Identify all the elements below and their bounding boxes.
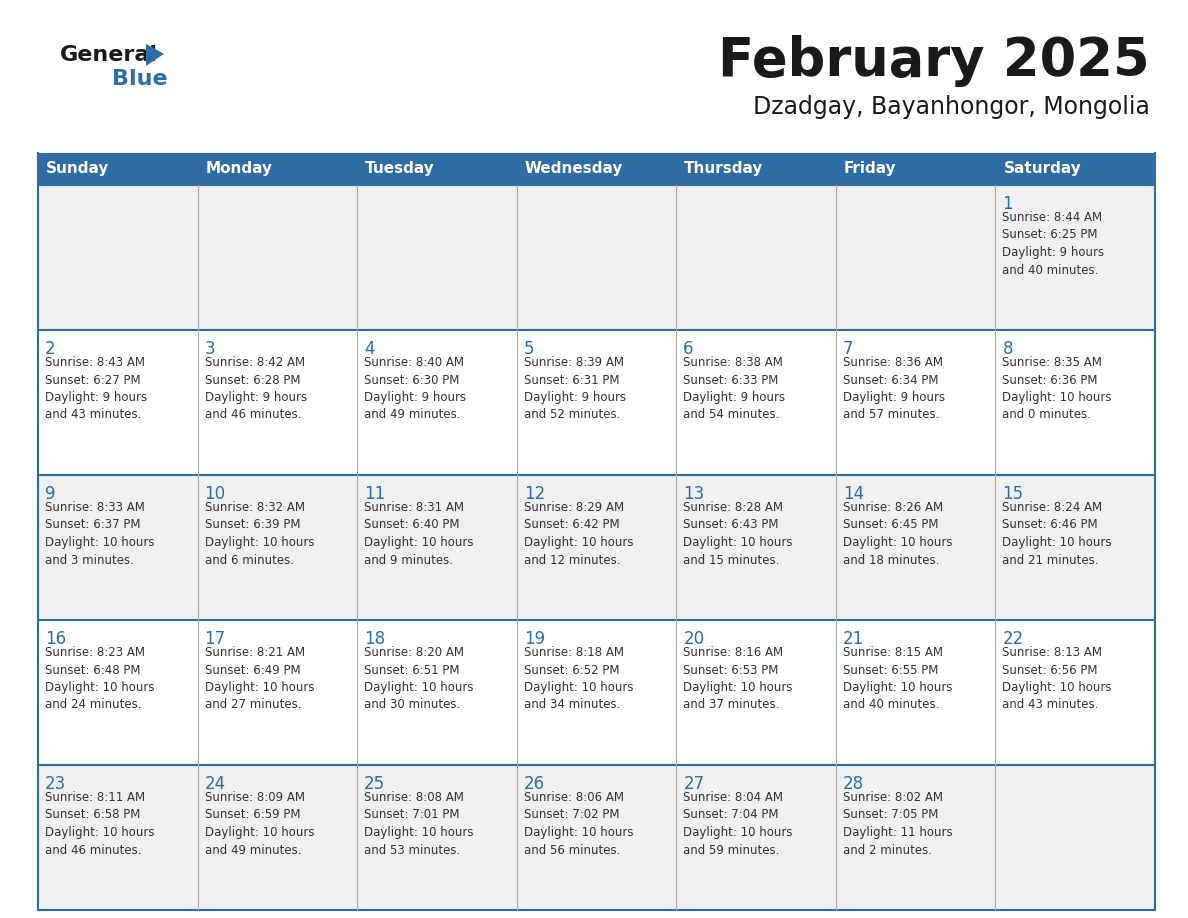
Text: 3: 3 xyxy=(204,340,215,358)
Text: Dzadgay, Bayanhongor, Mongolia: Dzadgay, Bayanhongor, Mongolia xyxy=(753,95,1150,119)
Text: Sunrise: 8:32 AM
Sunset: 6:39 PM
Daylight: 10 hours
and 6 minutes.: Sunrise: 8:32 AM Sunset: 6:39 PM Dayligh… xyxy=(204,501,314,566)
Text: General: General xyxy=(61,45,158,65)
Text: Sunrise: 8:11 AM
Sunset: 6:58 PM
Daylight: 10 hours
and 46 minutes.: Sunrise: 8:11 AM Sunset: 6:58 PM Dayligh… xyxy=(45,791,154,856)
Text: 27: 27 xyxy=(683,775,704,793)
Text: 6: 6 xyxy=(683,340,694,358)
Text: 20: 20 xyxy=(683,630,704,648)
Text: Sunrise: 8:23 AM
Sunset: 6:48 PM
Daylight: 10 hours
and 24 minutes.: Sunrise: 8:23 AM Sunset: 6:48 PM Dayligh… xyxy=(45,646,154,711)
Text: Sunrise: 8:43 AM
Sunset: 6:27 PM
Daylight: 9 hours
and 43 minutes.: Sunrise: 8:43 AM Sunset: 6:27 PM Dayligh… xyxy=(45,356,147,421)
Text: Friday: Friday xyxy=(843,162,897,176)
Text: 16: 16 xyxy=(45,630,67,648)
Text: Sunrise: 8:13 AM
Sunset: 6:56 PM
Daylight: 10 hours
and 43 minutes.: Sunrise: 8:13 AM Sunset: 6:56 PM Dayligh… xyxy=(1003,646,1112,711)
Bar xyxy=(38,765,1155,910)
Text: Saturday: Saturday xyxy=(1004,162,1081,176)
Text: 2: 2 xyxy=(45,340,56,358)
Text: Sunrise: 8:33 AM
Sunset: 6:37 PM
Daylight: 10 hours
and 3 minutes.: Sunrise: 8:33 AM Sunset: 6:37 PM Dayligh… xyxy=(45,501,154,566)
Text: Monday: Monday xyxy=(206,162,272,176)
Text: Sunrise: 8:40 AM
Sunset: 6:30 PM
Daylight: 9 hours
and 49 minutes.: Sunrise: 8:40 AM Sunset: 6:30 PM Dayligh… xyxy=(365,356,466,421)
Bar xyxy=(38,620,1155,765)
Text: 28: 28 xyxy=(842,775,864,793)
Text: Sunrise: 8:29 AM
Sunset: 6:42 PM
Daylight: 10 hours
and 12 minutes.: Sunrise: 8:29 AM Sunset: 6:42 PM Dayligh… xyxy=(524,501,633,566)
Text: 7: 7 xyxy=(842,340,853,358)
Text: 17: 17 xyxy=(204,630,226,648)
Text: 21: 21 xyxy=(842,630,864,648)
Text: Blue: Blue xyxy=(112,69,168,89)
Text: Sunday: Sunday xyxy=(46,162,109,176)
Text: Sunrise: 8:06 AM
Sunset: 7:02 PM
Daylight: 10 hours
and 56 minutes.: Sunrise: 8:06 AM Sunset: 7:02 PM Dayligh… xyxy=(524,791,633,856)
Text: Sunrise: 8:08 AM
Sunset: 7:01 PM
Daylight: 10 hours
and 53 minutes.: Sunrise: 8:08 AM Sunset: 7:01 PM Dayligh… xyxy=(365,791,474,856)
Text: 12: 12 xyxy=(524,485,545,503)
Text: Wednesday: Wednesday xyxy=(525,162,623,176)
Text: Sunrise: 8:15 AM
Sunset: 6:55 PM
Daylight: 10 hours
and 40 minutes.: Sunrise: 8:15 AM Sunset: 6:55 PM Dayligh… xyxy=(842,646,953,711)
Bar xyxy=(38,330,1155,475)
Text: 18: 18 xyxy=(365,630,385,648)
Text: Sunrise: 8:26 AM
Sunset: 6:45 PM
Daylight: 10 hours
and 18 minutes.: Sunrise: 8:26 AM Sunset: 6:45 PM Dayligh… xyxy=(842,501,953,566)
Text: Sunrise: 8:24 AM
Sunset: 6:46 PM
Daylight: 10 hours
and 21 minutes.: Sunrise: 8:24 AM Sunset: 6:46 PM Dayligh… xyxy=(1003,501,1112,566)
Text: 8: 8 xyxy=(1003,340,1013,358)
Text: Sunrise: 8:09 AM
Sunset: 6:59 PM
Daylight: 10 hours
and 49 minutes.: Sunrise: 8:09 AM Sunset: 6:59 PM Dayligh… xyxy=(204,791,314,856)
Text: Sunrise: 8:04 AM
Sunset: 7:04 PM
Daylight: 10 hours
and 59 minutes.: Sunrise: 8:04 AM Sunset: 7:04 PM Dayligh… xyxy=(683,791,792,856)
Text: Sunrise: 8:20 AM
Sunset: 6:51 PM
Daylight: 10 hours
and 30 minutes.: Sunrise: 8:20 AM Sunset: 6:51 PM Dayligh… xyxy=(365,646,474,711)
Bar xyxy=(38,153,1155,185)
Text: Sunrise: 8:36 AM
Sunset: 6:34 PM
Daylight: 9 hours
and 57 minutes.: Sunrise: 8:36 AM Sunset: 6:34 PM Dayligh… xyxy=(842,356,944,421)
Text: February 2025: February 2025 xyxy=(719,35,1150,87)
Text: 15: 15 xyxy=(1003,485,1024,503)
Text: Sunrise: 8:02 AM
Sunset: 7:05 PM
Daylight: 11 hours
and 2 minutes.: Sunrise: 8:02 AM Sunset: 7:05 PM Dayligh… xyxy=(842,791,953,856)
Text: 11: 11 xyxy=(365,485,385,503)
Text: 22: 22 xyxy=(1003,630,1024,648)
Bar xyxy=(38,185,1155,330)
Text: Tuesday: Tuesday xyxy=(365,162,435,176)
Text: 13: 13 xyxy=(683,485,704,503)
Text: 23: 23 xyxy=(45,775,67,793)
Text: 4: 4 xyxy=(365,340,374,358)
Text: 14: 14 xyxy=(842,485,864,503)
Text: Sunrise: 8:44 AM
Sunset: 6:25 PM
Daylight: 9 hours
and 40 minutes.: Sunrise: 8:44 AM Sunset: 6:25 PM Dayligh… xyxy=(1003,211,1105,276)
Text: Sunrise: 8:16 AM
Sunset: 6:53 PM
Daylight: 10 hours
and 37 minutes.: Sunrise: 8:16 AM Sunset: 6:53 PM Dayligh… xyxy=(683,646,792,711)
Text: Sunrise: 8:39 AM
Sunset: 6:31 PM
Daylight: 9 hours
and 52 minutes.: Sunrise: 8:39 AM Sunset: 6:31 PM Dayligh… xyxy=(524,356,626,421)
Text: 26: 26 xyxy=(524,775,545,793)
Text: 9: 9 xyxy=(45,485,56,503)
Text: Thursday: Thursday xyxy=(684,162,764,176)
Text: 24: 24 xyxy=(204,775,226,793)
Bar xyxy=(38,475,1155,620)
Text: Sunrise: 8:28 AM
Sunset: 6:43 PM
Daylight: 10 hours
and 15 minutes.: Sunrise: 8:28 AM Sunset: 6:43 PM Dayligh… xyxy=(683,501,792,566)
Text: 1: 1 xyxy=(1003,195,1013,213)
Text: 5: 5 xyxy=(524,340,535,358)
Text: Sunrise: 8:21 AM
Sunset: 6:49 PM
Daylight: 10 hours
and 27 minutes.: Sunrise: 8:21 AM Sunset: 6:49 PM Dayligh… xyxy=(204,646,314,711)
Text: Sunrise: 8:38 AM
Sunset: 6:33 PM
Daylight: 9 hours
and 54 minutes.: Sunrise: 8:38 AM Sunset: 6:33 PM Dayligh… xyxy=(683,356,785,421)
Text: Sunrise: 8:31 AM
Sunset: 6:40 PM
Daylight: 10 hours
and 9 minutes.: Sunrise: 8:31 AM Sunset: 6:40 PM Dayligh… xyxy=(365,501,474,566)
Text: Sunrise: 8:42 AM
Sunset: 6:28 PM
Daylight: 9 hours
and 46 minutes.: Sunrise: 8:42 AM Sunset: 6:28 PM Dayligh… xyxy=(204,356,307,421)
Text: 25: 25 xyxy=(365,775,385,793)
Polygon shape xyxy=(146,44,164,66)
Text: 19: 19 xyxy=(524,630,545,648)
Text: Sunrise: 8:18 AM
Sunset: 6:52 PM
Daylight: 10 hours
and 34 minutes.: Sunrise: 8:18 AM Sunset: 6:52 PM Dayligh… xyxy=(524,646,633,711)
Text: 10: 10 xyxy=(204,485,226,503)
Text: Sunrise: 8:35 AM
Sunset: 6:36 PM
Daylight: 10 hours
and 0 minutes.: Sunrise: 8:35 AM Sunset: 6:36 PM Dayligh… xyxy=(1003,356,1112,421)
